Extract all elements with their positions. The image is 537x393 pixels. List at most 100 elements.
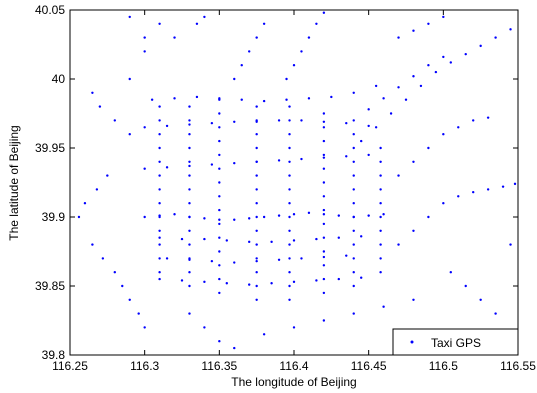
gps-point [248, 50, 251, 53]
gps-point [255, 243, 258, 246]
gps-point [158, 146, 161, 150]
gps-point [218, 340, 221, 343]
legend-label: Taxi GPS [431, 336, 481, 350]
gps-point [379, 257, 382, 260]
gps-point [442, 202, 445, 205]
gps-point [218, 277, 221, 281]
gps-point [218, 291, 221, 295]
gps-point [472, 190, 475, 194]
gps-point [218, 112, 221, 115]
gps-point [158, 236, 161, 239]
gps-point [379, 160, 382, 163]
gps-point [379, 229, 382, 232]
gps-point [513, 182, 517, 186]
gps-point [137, 312, 140, 315]
gps-point [442, 55, 445, 59]
gps-point [337, 214, 340, 217]
gps-point [292, 213, 296, 216]
gps-point [113, 271, 117, 274]
gps-point [352, 146, 355, 150]
gps-point [225, 282, 228, 285]
gps-point [255, 284, 258, 288]
gps-point [173, 97, 176, 100]
gps-point [255, 119, 258, 122]
gps-point [188, 123, 191, 126]
gps-point [486, 116, 490, 119]
gps-point [352, 243, 355, 246]
gps-point [382, 97, 385, 100]
gps-point [412, 229, 415, 232]
gps-point [374, 126, 378, 129]
gps-point [218, 250, 221, 253]
gps-point [288, 215, 291, 219]
gps-point [288, 160, 291, 163]
x-tick-label: 116.3 [130, 359, 159, 373]
gps-point [218, 181, 221, 184]
gps-point [285, 98, 288, 101]
gps-point [322, 195, 326, 198]
gps-point [352, 284, 355, 288]
gps-point [91, 91, 94, 95]
gps-point [322, 250, 326, 253]
gps-point [288, 174, 291, 177]
gps-point [255, 105, 258, 108]
y-tick-label: 39.95 [35, 141, 65, 155]
gps-point [143, 326, 146, 329]
gps-point [240, 63, 243, 67]
gps-point [158, 133, 161, 136]
gps-point [307, 97, 311, 100]
x-tick-label: 116.4 [279, 359, 308, 373]
gps-point [322, 156, 326, 159]
gps-point [248, 240, 251, 244]
gps-point [367, 124, 370, 128]
gps-point [352, 215, 355, 219]
gps-point [509, 28, 512, 31]
gps-point [360, 235, 363, 238]
gps-point [225, 239, 228, 242]
gps-point [352, 119, 355, 122]
gps-point [379, 174, 382, 177]
gps-point [158, 257, 161, 260]
gps-point [203, 326, 206, 329]
legend-box [392, 328, 519, 356]
gps-point [106, 174, 109, 177]
gps-point [379, 215, 382, 219]
gps-point [158, 174, 161, 177]
gps-point [277, 258, 281, 261]
gps-point [464, 284, 467, 288]
gps-point [188, 229, 191, 232]
x-tick-label: 116.25 [52, 359, 88, 373]
gps-point [288, 105, 291, 108]
gps-point [203, 15, 206, 19]
gps-point [165, 124, 169, 128]
gps-point [158, 119, 161, 122]
gps-point [367, 153, 370, 157]
gps-point [434, 70, 438, 74]
gps-point [255, 146, 258, 150]
gps-point [255, 271, 258, 274]
gps-point [121, 284, 124, 288]
gps-point [382, 213, 385, 216]
gps-point [288, 188, 291, 191]
gps-point [158, 105, 161, 108]
gps-point [188, 312, 191, 315]
gps-point [255, 229, 258, 232]
gps-point [345, 254, 348, 257]
gps-point [91, 243, 94, 246]
x-tick-label: 116.35 [201, 359, 237, 373]
gps-point [352, 271, 355, 274]
gps-point [233, 77, 236, 81]
gps-point [188, 119, 191, 122]
gps-point [203, 280, 206, 284]
gps-point [262, 22, 266, 25]
gps-point [322, 153, 326, 157]
gps-point [218, 167, 221, 170]
gps-point [288, 146, 291, 150]
gps-point [255, 202, 258, 205]
gps-point [367, 108, 370, 111]
gps-point [158, 271, 161, 274]
gps-point [322, 319, 326, 322]
gps-point [218, 208, 221, 212]
gps-point [158, 188, 161, 191]
